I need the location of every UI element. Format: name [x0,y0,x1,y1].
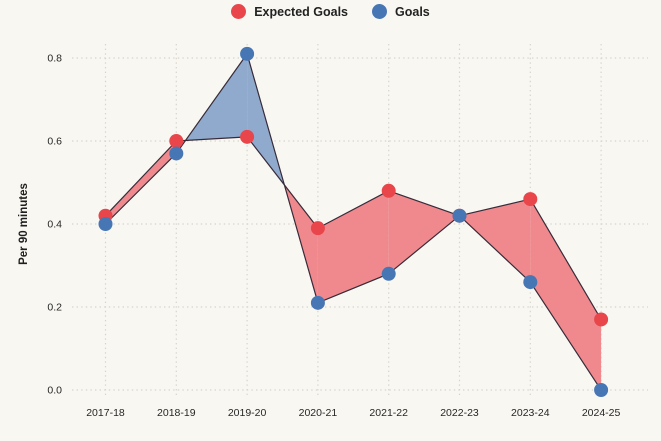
band-red [388,190,460,274]
data-point-0-6 [523,192,538,207]
data-point-0-7 [594,312,609,327]
x-tick-label: 2017-18 [86,407,125,419]
legend-label-goals: Goals [395,4,430,19]
data-point-1-6 [523,275,538,290]
band-red [530,199,602,390]
data-point-0-2 [240,129,255,144]
band-red [105,141,177,224]
x-tick-label: 2023-24 [511,407,550,419]
y-tick-label: 0.4 [47,219,62,231]
data-point-1-4 [381,266,396,281]
goals-dot-icon [372,4,388,19]
band-red [317,190,389,303]
data-point-1-1 [169,146,184,161]
series-line-0 [105,136,602,320]
legend-item-goals: Goals [372,4,430,19]
data-point-0-3 [310,221,325,236]
series-line-1 [105,53,602,391]
x-tick-label: 2018-19 [157,407,196,419]
x-tick-label: 2024-25 [582,407,621,419]
data-point-1-5 [452,208,467,223]
data-point-1-7 [594,383,609,397]
legend-item-expected-goals: Expected Goals [231,4,348,19]
legend-label-expected-goals: Expected Goals [254,4,349,19]
x-tick-label: 2019-20 [228,407,267,419]
x-tick-label: 2020-21 [299,407,338,419]
y-tick-label: 0.0 [47,385,62,397]
data-point-1-3 [310,295,325,310]
y-tick-label: 0.6 [47,136,62,148]
legend: Expected Goals Goals [0,4,661,19]
band-red [459,199,531,283]
x-tick-label: 2022-23 [440,407,479,419]
data-point-1-0 [98,217,113,231]
y-tick-label: 0.8 [47,53,62,65]
y-tick-label: 0.2 [47,302,62,314]
y-axis-label: Per 90 minutes [18,183,30,265]
data-point-0-1 [169,134,184,148]
x-tick-label: 2021-22 [369,407,408,419]
data-point-1-2 [240,46,255,61]
expected-goals-dot-icon [231,4,247,19]
data-point-0-4 [381,183,396,198]
